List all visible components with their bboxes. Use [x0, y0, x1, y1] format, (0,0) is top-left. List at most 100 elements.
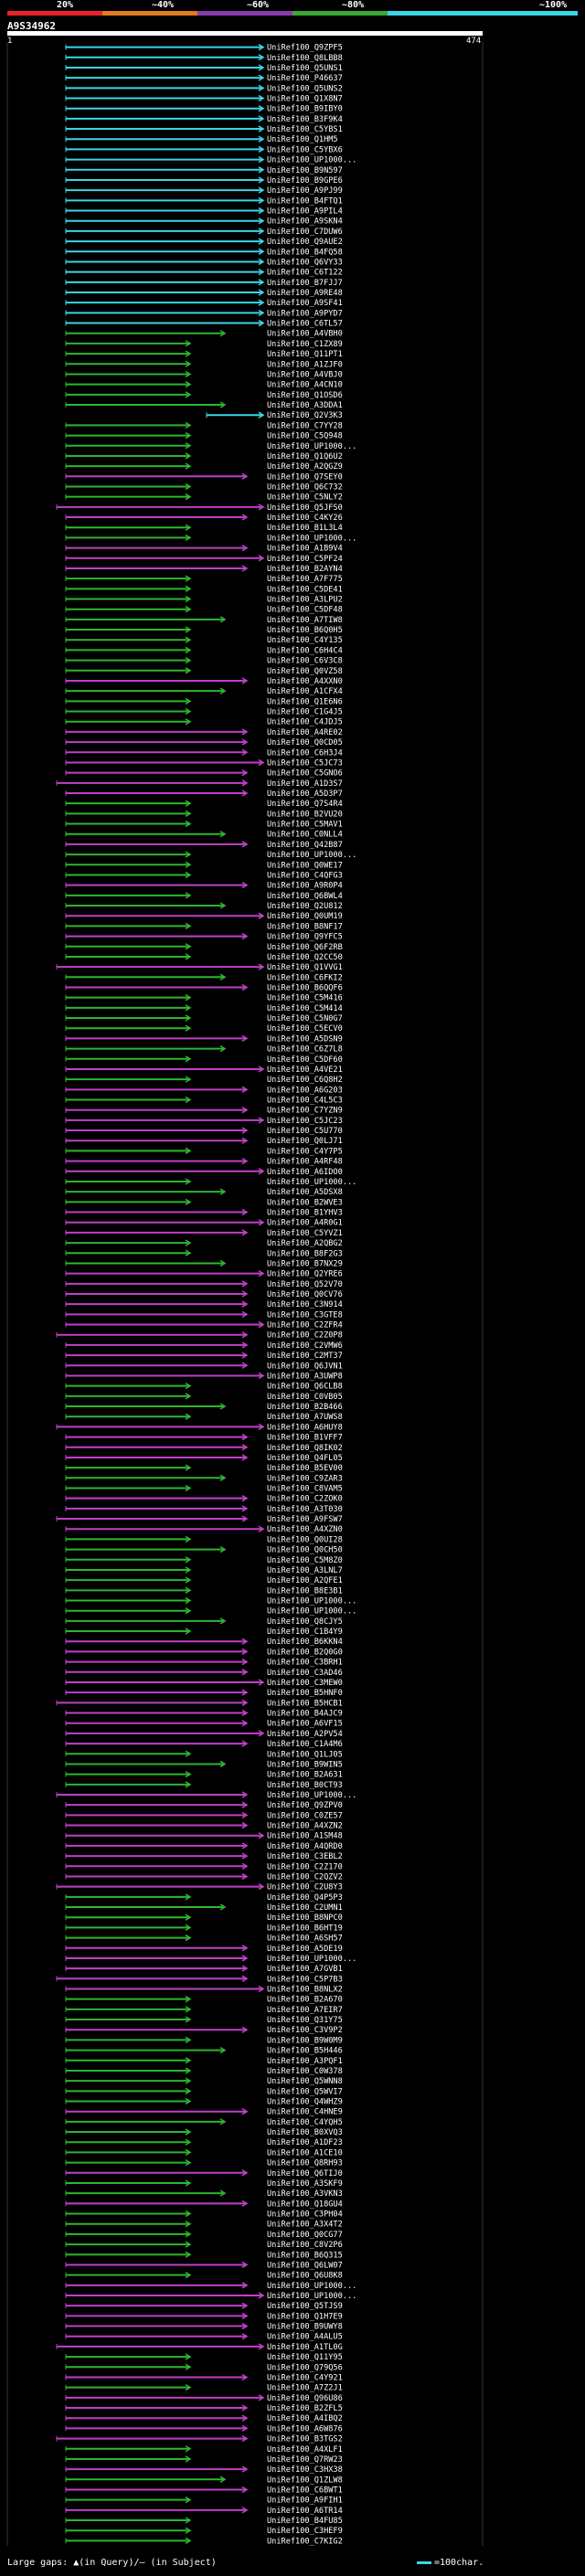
hit-row[interactable]: UniRef100_C5DF60 [65, 1055, 343, 1065]
hit-label[interactable]: UniRef100_Q1ZLW8 [267, 2475, 343, 2485]
hit-row[interactable]: UniRef100_Q0CD05 [65, 738, 343, 747]
hit-row[interactable]: UniRef100_Q6JVN1 [65, 1362, 343, 1371]
hit-label[interactable]: UniRef100_Q6LW07 [267, 2261, 343, 2270]
hit-label[interactable]: UniRef100_B5EV00 [267, 1464, 343, 1473]
hit-row[interactable]: UniRef100_A1SM48 [65, 1832, 343, 1841]
hit-row[interactable]: UniRef100_C7DUW6 [65, 228, 343, 237]
hit-row[interactable]: UniRef100_Q5UNS1 [65, 64, 343, 73]
hit-label[interactable]: UniRef100_A7EIR7 [267, 2006, 343, 2015]
hit-row[interactable]: UniRef100_Q42B87 [65, 841, 343, 850]
hit-row[interactable]: UniRef100_C5PF24 [65, 555, 343, 564]
hit-row[interactable]: UniRef100_Q1Q6U2 [65, 452, 343, 461]
hit-label[interactable]: UniRef100_Q4FL05 [267, 1454, 343, 1463]
hit-row[interactable]: UniRef100_A6TR14 [65, 2507, 343, 2516]
hit-row[interactable]: UniRef100_Q6F2RB [65, 943, 343, 952]
hit-label[interactable]: UniRef100_Q0CV76 [267, 1290, 343, 1299]
hit-label[interactable]: UniRef100_UP1000... [267, 534, 356, 543]
hit-row[interactable]: UniRef100_B2VU20 [65, 810, 343, 819]
hit-label[interactable]: UniRef100_A4XZN2 [267, 1822, 343, 1831]
hit-row[interactable]: UniRef100_B5H446 [65, 2047, 343, 2056]
hit-row[interactable]: UniRef100_A3LPU2 [65, 596, 343, 605]
hit-label[interactable]: UniRef100_Q0UI28 [267, 1535, 343, 1544]
hit-row[interactable]: UniRef100_B2WVE3 [65, 1198, 343, 1207]
hit-label[interactable]: UniRef100_A3LPU2 [267, 596, 343, 605]
hit-row[interactable]: UniRef100_B4AJC9 [65, 1710, 343, 1719]
hit-label[interactable]: UniRef100_C4Y135 [267, 636, 343, 645]
hit-label[interactable]: UniRef100_Q1OSD6 [267, 391, 343, 400]
hit-label[interactable]: UniRef100_B2VU20 [267, 810, 343, 819]
hit-label[interactable]: UniRef100_A4VBH0 [267, 330, 343, 339]
hit-row[interactable]: UniRef100_C4L5C3 [65, 1097, 343, 1106]
hit-label[interactable]: UniRef100_B4FQ58 [267, 248, 343, 257]
hit-label[interactable]: UniRef100_C5Q948 [267, 432, 343, 441]
hit-row[interactable]: UniRef100_A4RE02 [65, 728, 343, 737]
hit-row[interactable]: UniRef100_C6Z7L8 [65, 1045, 343, 1055]
hit-label[interactable]: UniRef100_Q0VZ58 [267, 667, 343, 676]
hit-label[interactable]: UniRef100_C5MAV1 [267, 821, 343, 830]
hit-label[interactable]: UniRef100_C2Z0P8 [267, 1331, 343, 1341]
hit-row[interactable]: UniRef100_A1CFX4 [65, 687, 343, 696]
hit-label[interactable]: UniRef100_A4XXN0 [267, 677, 343, 686]
hit-label[interactable]: UniRef100_C6H4C4 [267, 646, 343, 655]
hit-label[interactable]: UniRef100_A3PQF1 [267, 2057, 343, 2066]
hit-row[interactable]: UniRef100_C3EBL2 [65, 1852, 343, 1861]
hit-row[interactable]: UniRef100_C5Q948 [65, 432, 343, 441]
hit-row[interactable]: UniRef100_A1CE10 [65, 2148, 343, 2157]
hit-label[interactable]: UniRef100_C3V9P2 [267, 2026, 343, 2035]
hit-label[interactable]: UniRef100_UP1000... [267, 1955, 356, 1964]
hit-row[interactable]: UniRef100_A4XXN0 [65, 677, 343, 686]
hit-row[interactable]: UniRef100_Q0WE17 [65, 861, 343, 870]
hit-row[interactable]: UniRef100_C1A4M6 [65, 1740, 343, 1749]
hit-label[interactable]: UniRef100_A4VBJ0 [267, 370, 343, 379]
hit-row[interactable]: UniRef100_Q4FL05 [65, 1454, 343, 1463]
hit-row[interactable]: UniRef100_Q1HM5 [65, 135, 338, 144]
hit-row[interactable]: UniRef100_C1G4J5 [65, 708, 343, 717]
hit-label[interactable]: UniRef100_A9RE48 [267, 289, 343, 298]
hit-label[interactable]: UniRef100_C3PH04 [267, 2210, 343, 2220]
hit-label[interactable]: UniRef100_Q8RH93 [267, 2159, 343, 2168]
hit-label[interactable]: UniRef100_Q9ZPV0 [267, 1801, 343, 1810]
hit-row[interactable]: UniRef100_C1B4Y9 [65, 1627, 343, 1637]
hit-row[interactable]: UniRef100_Q0VZ58 [65, 667, 343, 676]
hit-row[interactable]: UniRef100_C8VAM5 [65, 1484, 343, 1493]
hit-label[interactable]: UniRef100_C5YVZ1 [267, 1229, 343, 1238]
hit-label[interactable]: UniRef100_B6HT19 [267, 1924, 343, 1933]
hit-row[interactable]: UniRef100_C3HEF9 [65, 2527, 343, 2536]
hit-row[interactable]: UniRef100_C9ZAR3 [65, 1474, 343, 1483]
hit-row[interactable]: UniRef100_A2QGZ9 [65, 462, 343, 472]
hit-label[interactable]: UniRef100_C5DE41 [267, 585, 343, 594]
hit-label[interactable]: UniRef100_Q9AUE2 [267, 238, 343, 247]
hit-row[interactable]: UniRef100_B7NX29 [65, 1259, 343, 1268]
hit-row[interactable]: UniRef100_Q6C732 [65, 482, 343, 492]
hit-label[interactable]: UniRef100_Q7RW23 [267, 2455, 343, 2465]
hit-label[interactable]: UniRef100_C6FKI2 [267, 973, 343, 982]
hit-label[interactable]: UniRef100_C5JC73 [267, 758, 343, 768]
hit-label[interactable]: UniRef100_B9W0M9 [267, 2036, 343, 2045]
hit-row[interactable]: UniRef100_A7UWS8 [65, 1413, 343, 1422]
hit-row[interactable]: UniRef100_C3HX38 [65, 2465, 343, 2475]
hit-label[interactable]: UniRef100_Q79Q56 [267, 2363, 343, 2372]
hit-label[interactable]: UniRef100_Q5TJS9 [267, 2302, 343, 2311]
hit-label[interactable]: UniRef100_C3N914 [267, 1300, 343, 1309]
hit-label[interactable]: UniRef100_Q2YRE6 [267, 1270, 343, 1279]
hit-label[interactable]: UniRef100_C3HX38 [267, 2465, 343, 2475]
hit-label[interactable]: UniRef100_Q0CD05 [267, 738, 343, 747]
hit-row[interactable]: UniRef100_A4RF48 [65, 1158, 343, 1167]
hit-row[interactable]: UniRef100_C5U770 [65, 1127, 343, 1136]
hit-label[interactable]: UniRef100_A7Z2J1 [267, 2384, 343, 2393]
hit-label[interactable]: UniRef100_C1G4J5 [267, 708, 343, 717]
hit-label[interactable]: UniRef100_C3GTE8 [267, 1310, 343, 1320]
hit-label[interactable]: UniRef100_B2Q0G0 [267, 1648, 343, 1657]
hit-row[interactable]: UniRef100_C2VMW6 [65, 1341, 343, 1351]
hit-row[interactable]: UniRef100_UP1000... [65, 2292, 356, 2301]
hit-row[interactable]: UniRef100_UP1000... [65, 534, 356, 543]
hit-row[interactable]: UniRef100_A4VBH0 [65, 330, 343, 339]
hit-row[interactable]: UniRef100_B6KKN4 [65, 1638, 343, 1647]
hit-label[interactable]: UniRef100_A4R0G1 [267, 1219, 343, 1228]
hit-row[interactable]: UniRef100_A7EIR7 [65, 2006, 343, 2015]
hit-label[interactable]: UniRef100_A6TR14 [267, 2507, 343, 2516]
hit-row[interactable]: UniRef100_Q7SEY0 [65, 472, 343, 482]
hit-row[interactable]: UniRef100_C4YQH5 [65, 2118, 343, 2127]
hit-label[interactable]: UniRef100_C2ZOK0 [267, 1495, 343, 1504]
hit-label[interactable]: UniRef100_Q1H7E9 [267, 2312, 343, 2321]
